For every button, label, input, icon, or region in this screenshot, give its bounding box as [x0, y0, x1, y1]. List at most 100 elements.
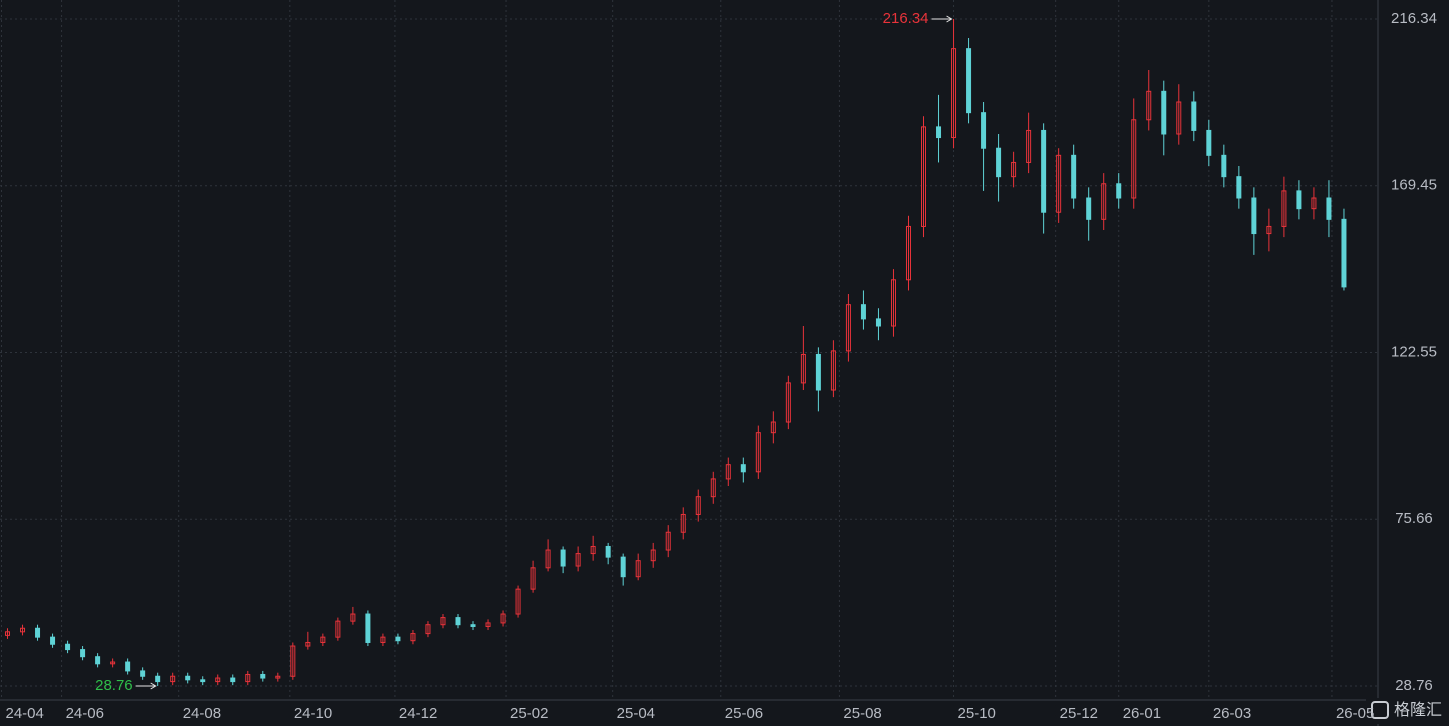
candle-body — [921, 126, 927, 227]
candle-body — [305, 641, 311, 647]
candle-body — [485, 622, 491, 627]
candle-body — [215, 677, 221, 683]
candle-body — [1086, 197, 1092, 220]
x-tick-label: 26-03 — [1213, 705, 1251, 722]
candle-body — [170, 675, 176, 683]
candle-body — [1131, 119, 1137, 199]
candle-body — [620, 556, 626, 578]
candle-body — [725, 464, 731, 480]
candle-body — [515, 588, 521, 615]
candle-body — [80, 649, 86, 658]
candle-body — [245, 673, 251, 683]
candle-body — [530, 567, 536, 590]
x-tick-label: 24-06 — [66, 705, 104, 722]
candle-body — [815, 353, 821, 391]
watermark: 格隆汇 — [1366, 698, 1448, 724]
candle-body — [470, 624, 476, 627]
annotation-arrowhead — [150, 682, 157, 690]
candle-body — [1341, 218, 1347, 288]
candle-body — [1206, 129, 1212, 156]
candle-body — [605, 545, 611, 558]
x-tick-label: 24-10 — [294, 705, 332, 722]
candle-body — [140, 670, 146, 677]
candle-body — [1311, 197, 1317, 210]
candle-body — [951, 48, 957, 139]
candle-body — [875, 318, 881, 327]
candle-body — [785, 382, 791, 423]
candle-body — [860, 304, 866, 320]
annotation-arrowhead — [946, 15, 953, 23]
candle-body — [1191, 101, 1197, 131]
x-tick-label: 24-12 — [399, 705, 437, 722]
candle-body — [966, 48, 972, 114]
x-tick-label: 25-08 — [843, 705, 881, 722]
candle-body — [830, 350, 836, 391]
candle-body — [755, 432, 761, 473]
candle-body — [635, 560, 641, 578]
candle-body — [1221, 154, 1227, 178]
candle-body — [350, 613, 356, 622]
candle-body — [545, 549, 551, 569]
candle-body — [395, 636, 401, 642]
y-tick-label: 169.45 — [1391, 177, 1437, 194]
candle-body — [1296, 190, 1302, 210]
x-tick-label: 24-04 — [6, 705, 44, 722]
candle-body — [275, 675, 281, 679]
candle-body — [20, 627, 26, 633]
candle-body — [680, 513, 686, 533]
candle-body — [500, 613, 506, 624]
candle-body — [440, 617, 446, 626]
y-tick-label: 75.66 — [1395, 510, 1433, 527]
candle-body — [410, 633, 416, 642]
candle-body — [5, 631, 11, 636]
candle-body — [260, 673, 266, 679]
grid — [0, 0, 1377, 700]
watermark-text: 格隆汇 — [1394, 701, 1442, 719]
candle-body — [1176, 101, 1182, 135]
candle-body — [575, 553, 581, 567]
candle-body — [1071, 154, 1077, 199]
candle-body — [996, 147, 1002, 178]
candle-body — [365, 613, 371, 643]
candle-body — [936, 126, 942, 139]
candle-body — [1326, 197, 1332, 220]
candle-body — [1101, 183, 1107, 220]
candle-body — [1056, 154, 1062, 213]
x-tick-label: 25-06 — [725, 705, 763, 722]
candle-body — [665, 531, 671, 551]
candle-body — [905, 225, 911, 281]
candle-body — [35, 627, 41, 638]
candle-body — [1026, 129, 1032, 163]
x-tick-label: 25-04 — [617, 705, 655, 722]
candle-body — [455, 617, 461, 626]
candles — [5, 19, 1347, 686]
x-tick-label: 25-02 — [510, 705, 548, 722]
candle-body — [335, 620, 341, 638]
candle-body — [125, 661, 131, 672]
candle-body — [650, 549, 656, 562]
candle-body — [230, 677, 236, 683]
candle-body — [1011, 161, 1017, 178]
watermark-icon — [1371, 701, 1389, 719]
candle-body — [200, 679, 206, 683]
candle-body — [110, 661, 116, 665]
candle-body — [1161, 90, 1167, 135]
annotation-label: 28.76 — [95, 677, 133, 694]
y-tick-label: 28.76 — [1395, 677, 1433, 694]
y-tick-label: 216.34 — [1391, 10, 1437, 27]
candle-body — [845, 304, 851, 352]
candle-body — [320, 636, 326, 643]
candle-body — [425, 624, 431, 635]
candle-body — [890, 279, 896, 327]
candle-body — [50, 636, 56, 645]
candle-body — [65, 643, 71, 651]
x-tick-label: 26-01 — [1123, 705, 1161, 722]
candle-body — [1116, 183, 1122, 199]
candle-body — [1236, 176, 1242, 199]
candle-body — [1146, 90, 1152, 121]
candle-body — [185, 675, 191, 681]
candle-body — [380, 636, 386, 643]
candle-body — [800, 353, 806, 384]
x-tick-label: 25-12 — [1060, 705, 1098, 722]
